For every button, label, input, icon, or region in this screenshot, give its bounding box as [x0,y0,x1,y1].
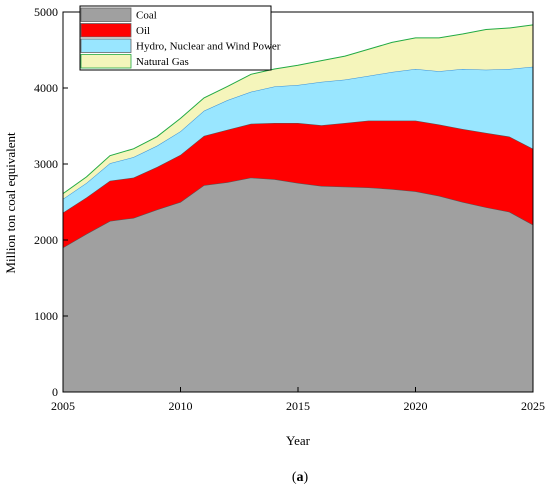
area-oil [63,120,533,248]
legend-label: Hydro, Nuclear and Wind Power [136,41,281,53]
legend-swatch [80,23,132,38]
legend-label: Natural Gas [136,56,189,68]
legend-swatch [80,7,132,22]
y-tick-label: 5000 [34,5,58,19]
legend-swatch [80,54,132,69]
x-tick-label: 2020 [404,399,428,413]
area-coal [63,177,533,392]
y-tick-label: 0 [52,385,58,399]
legend-label: Oil [136,25,150,37]
area-edge-natural-gas [62,24,534,195]
x-tick-label: 2025 [521,399,545,413]
legend-swatch [80,38,132,53]
x-tick-label: 2005 [51,399,75,413]
figure-caption: (a) [292,470,309,485]
x-tick-label: 2010 [169,399,193,413]
tick-labels: 2005 2010 2015 2020 2025 0 1000 2000 3000 4000 500… [34,5,545,413]
y-tick-label: 3000 [34,157,58,171]
x-axis-title: Year [286,433,311,448]
legend: Coal Oil Hydro, Nuclear and Wind Power Natu… [79,5,281,71]
y-tick-label: 4000 [34,81,58,95]
plot-frame [62,11,534,393]
area-layers [62,24,534,392]
area-natural-gas [63,24,533,199]
y-axis-title: Million ton coal equivalent [3,132,18,274]
area-hydro-nuclear-and-wind-power [63,66,533,213]
y-tick-label: 2000 [34,233,58,247]
legend-label: Coal [136,10,157,22]
x-tick-label: 2015 [286,399,310,413]
y-tick-label: 1000 [34,309,58,323]
